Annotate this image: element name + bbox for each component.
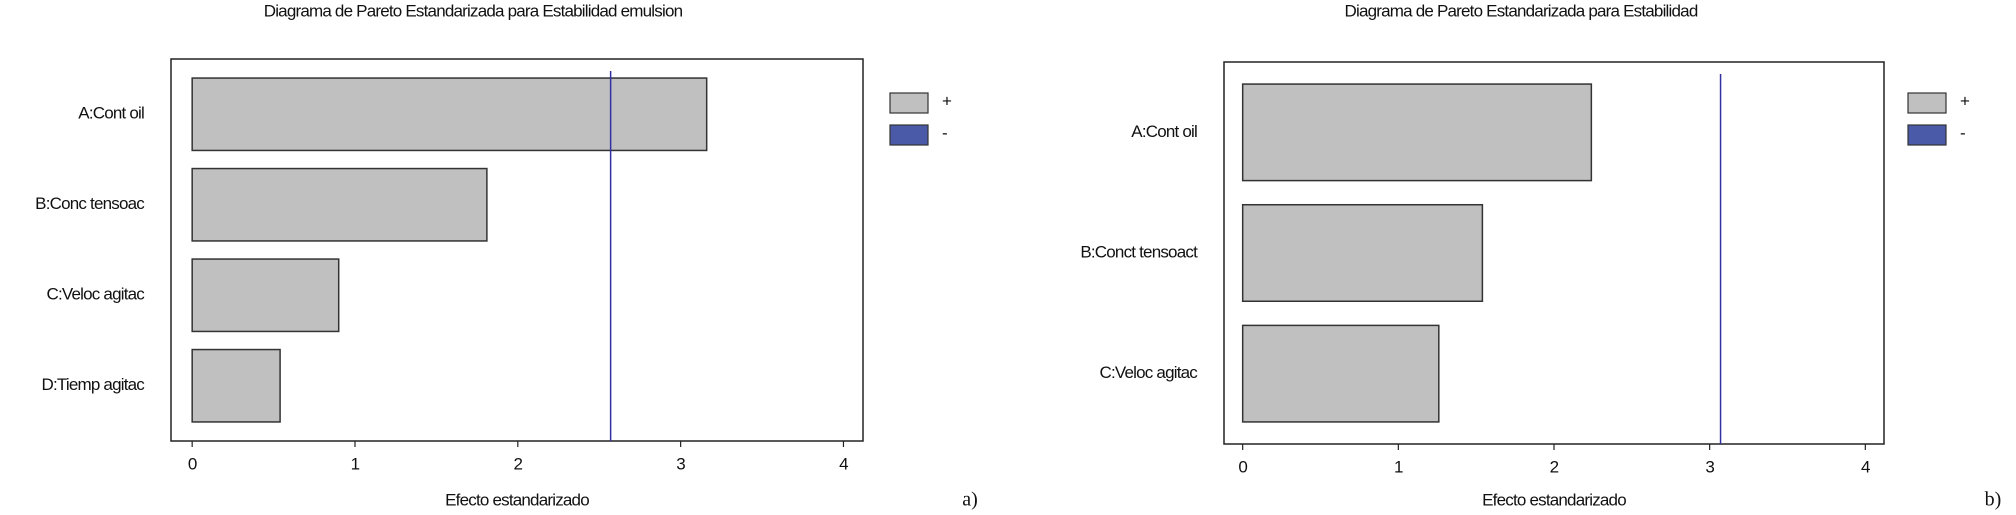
- category-label: C:Veloc agitac: [47, 285, 146, 304]
- bar: [1241, 203, 1484, 303]
- chart-title: Diagrama de Pareto Estandarizada para Es…: [1345, 1, 1698, 20]
- bar: [191, 167, 488, 242]
- x-tick-label: 2: [1550, 457, 1559, 476]
- legend-label: +: [942, 91, 952, 110]
- category-label: A:Cont oil: [78, 104, 144, 123]
- legend-label: -: [942, 123, 947, 142]
- x-tick-label: 1: [351, 454, 360, 473]
- x-tick-label: 0: [1238, 457, 1247, 476]
- legend-label: -: [1960, 123, 1965, 142]
- x-tick-label: 3: [1705, 457, 1714, 476]
- x-tick-label: 4: [1861, 457, 1870, 476]
- bar: [1241, 83, 1593, 182]
- legend-swatch: [1907, 92, 1947, 114]
- x-tick-label: 4: [839, 454, 848, 473]
- chart-title: Diagrama de Pareto Estandarizada para Es…: [264, 1, 683, 20]
- x-tick-label: 2: [513, 454, 522, 473]
- x-tick-label: 0: [188, 454, 197, 473]
- category-label: A:Cont oil: [1131, 122, 1197, 141]
- x-axis-label: Efecto estandarizado: [1482, 490, 1626, 509]
- bar: [1241, 324, 1440, 423]
- panel-label: b): [1985, 489, 2002, 511]
- legend-swatch: [889, 124, 929, 146]
- legend-swatch: [1907, 124, 1947, 146]
- bar: [191, 77, 708, 152]
- category-label: C:Veloc agitac: [1100, 363, 1199, 382]
- bar: [191, 348, 281, 423]
- bar: [191, 258, 340, 333]
- x-axis-label: Efecto estandarizado: [445, 490, 589, 509]
- legend-swatch: [889, 92, 929, 114]
- x-tick-label: 1: [1394, 457, 1403, 476]
- category-label: B:Conc tensoac: [35, 194, 145, 213]
- category-label: B:Conct tensoact: [1080, 242, 1198, 261]
- panel-label: a): [962, 489, 978, 511]
- x-tick-label: 3: [676, 454, 685, 473]
- legend-label: +: [1960, 91, 1970, 110]
- category-label: D:Tiemp agitac: [42, 375, 146, 394]
